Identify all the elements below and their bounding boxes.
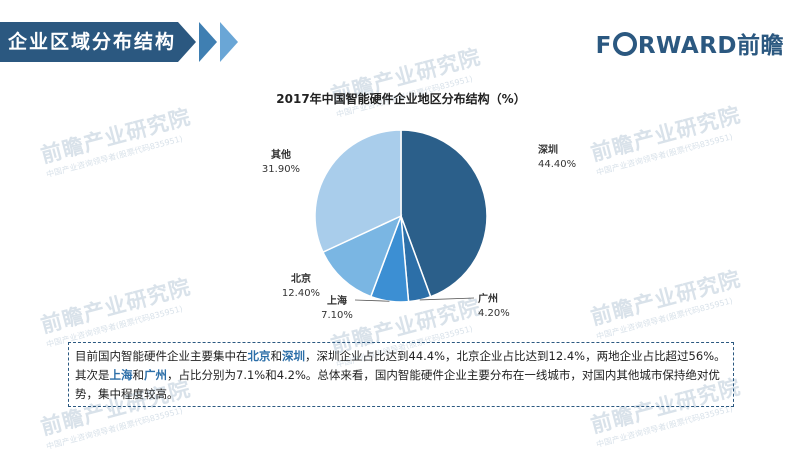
chevron-decoration <box>220 22 238 62</box>
slice-label-1: 广州 <box>478 292 498 305</box>
pie-slice-4 <box>314 129 402 254</box>
chevron-decoration <box>178 22 196 62</box>
brand-logo: F RWARD前瞻 <box>596 26 784 60</box>
chevron-decoration <box>199 22 217 62</box>
slice-value-1: 4.20% <box>478 308 510 319</box>
slice-value-0: 44.40% <box>538 159 576 170</box>
slice-value-2: 7.10% <box>321 310 353 321</box>
pie-slice-0 <box>400 129 488 298</box>
slice-label-3: 北京 <box>291 272 311 285</box>
slice-label-0: 深圳 <box>538 143 558 156</box>
highlight-shanghai: 上海 <box>109 368 133 382</box>
highlight-guangzhou: 广州 <box>144 368 167 382</box>
chart-title: 2017年中国智能硬件企业地区分布结构（%） <box>276 91 525 106</box>
description-box: 目前国内智能硬件企业主要集中在北京和深圳，深圳企业占比达到44.4%，北京企业占… <box>68 342 734 407</box>
leader-line-2 <box>354 299 390 302</box>
logo-text-end: RWARD前瞻 <box>637 33 784 59</box>
pie-slice-3 <box>321 214 403 298</box>
pie-chart: 2017年中国智能硬件企业地区分布结构（%） 深圳 44.40% 广州 4.20% 上海… <box>262 91 576 321</box>
leader-line-1 <box>419 297 475 301</box>
logo-o-icon <box>612 32 637 56</box>
highlight-beijing: 北京 <box>247 349 271 363</box>
section-banner: 企业区域分布结构 <box>0 22 178 62</box>
section-title: 企业区域分布结构 <box>8 31 177 53</box>
logo-text-start: F <box>595 33 612 59</box>
slice-value-4: 31.90% <box>262 164 300 175</box>
slice-label-2: 上海 <box>327 294 347 307</box>
slice-label-4: 其他 <box>271 148 291 161</box>
description-line-2: 其次是上海和广州，占比分别为7.1%和4.2%。总体来看，国内智能硬件企业主要分… <box>75 368 720 401</box>
description-line-1: 目前国内智能硬件企业主要集中在北京和深圳，深圳企业占比达到44.4%，北京企业占… <box>75 349 726 363</box>
slice-value-3: 12.40% <box>282 288 320 299</box>
highlight-shenzhen: 深圳 <box>282 349 305 363</box>
